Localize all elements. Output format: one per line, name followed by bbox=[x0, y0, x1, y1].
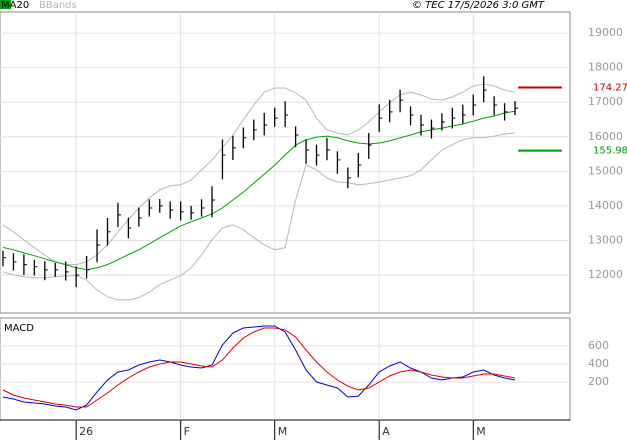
x-tick-label: F bbox=[184, 425, 190, 438]
macd-line bbox=[2, 325, 516, 411]
price-panel bbox=[0, 11, 571, 314]
legend-swatch bbox=[0, 0, 11, 9]
y-tick-label: 14000 bbox=[588, 199, 623, 212]
source: © TEC 17/5/2026 3:0 GMT bbox=[412, 0, 545, 11]
y-tick-label: 400 bbox=[588, 357, 609, 370]
y-tick-label: 200 bbox=[588, 375, 609, 388]
y-tick-label: 17000 bbox=[588, 95, 623, 108]
ma20-line bbox=[2, 110, 516, 271]
y-tick-label: 18000 bbox=[588, 61, 623, 74]
legend-label: BBands bbox=[39, 0, 77, 11]
y-tick-label: 15000 bbox=[588, 164, 623, 177]
macd-line bbox=[2, 327, 516, 408]
x-tick-label: M bbox=[476, 425, 486, 438]
bband-lower bbox=[2, 132, 516, 301]
y-tick-label: 19000 bbox=[588, 26, 623, 39]
bband-upper bbox=[2, 83, 516, 266]
y-tick-label: 12000 bbox=[588, 268, 623, 281]
y-tick-label: 13000 bbox=[588, 233, 623, 246]
macd-title: MACD bbox=[4, 323, 34, 334]
x-tick-label: M bbox=[278, 425, 288, 438]
x-tick-label: 26 bbox=[79, 425, 93, 438]
y-tick-label: 600 bbox=[588, 339, 609, 352]
x-tick-label: A bbox=[382, 425, 390, 438]
level-label: 155.98 bbox=[593, 146, 627, 157]
macd-panel bbox=[0, 317, 571, 421]
y-tick-label: 16000 bbox=[588, 130, 623, 143]
level-label: 174.27 bbox=[593, 82, 627, 93]
legend-label: MA20 bbox=[1, 0, 29, 11]
